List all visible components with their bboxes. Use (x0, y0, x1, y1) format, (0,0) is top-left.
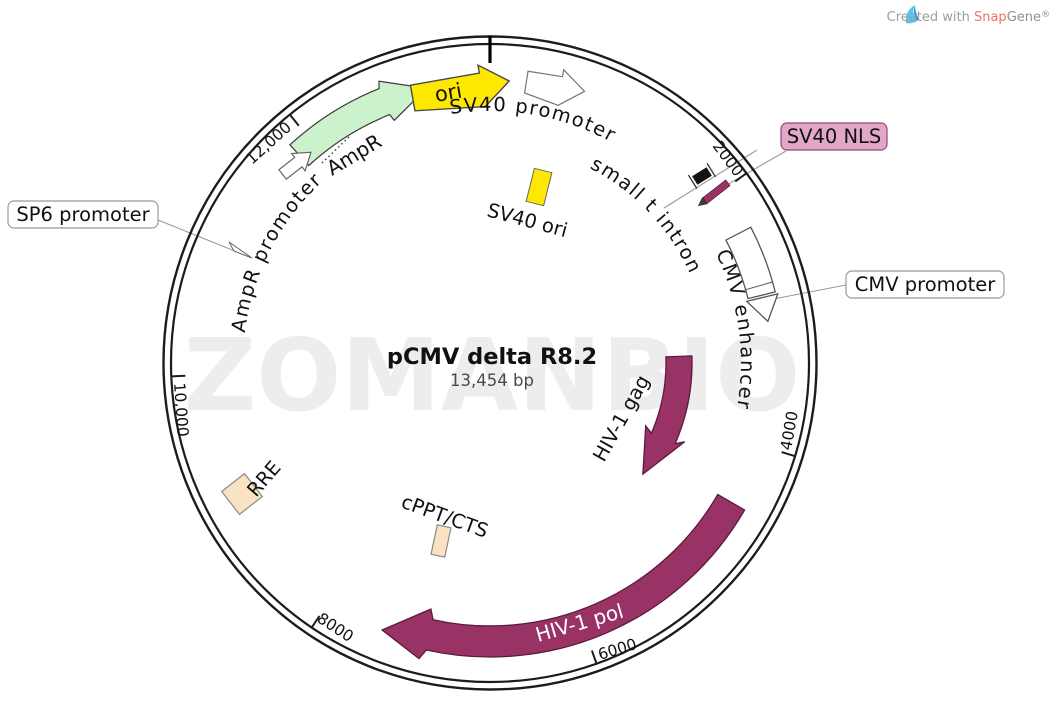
ampr-arrow (289, 80, 428, 167)
tick-8000 (310, 615, 321, 629)
sv40-nls-marker (697, 179, 731, 207)
small-t-intron-label: small t intron (587, 152, 707, 277)
credit-prefix: Created with (887, 10, 974, 25)
tick-label-12000: 12,000 (243, 118, 295, 168)
cmv-promoter-label-box: CMV promoter (845, 270, 1005, 299)
cmv-feature-divider (745, 281, 773, 291)
watermark-text: ZOMANBIO (184, 317, 801, 434)
credit-brand-gene: Gene (1007, 10, 1041, 25)
credit-registered-mark: ® (1041, 10, 1050, 20)
cmv-promoter-label: CMV promoter (855, 273, 996, 296)
sv40-ori-box (525, 167, 553, 207)
cppt-cts-box (430, 524, 452, 558)
ori-arrow: ori (409, 63, 511, 112)
tick-label-8000: 8000 (314, 609, 357, 646)
small-t-intron-marker (687, 163, 717, 189)
tick-label-10000: 10,000 (170, 382, 192, 437)
tick-12000 (289, 114, 300, 127)
hiv1-gag-arrow (642, 355, 693, 476)
ori-label: ori (433, 79, 464, 107)
tick-2000 (734, 172, 748, 183)
sv40-ori-label: SV40 ori (485, 199, 570, 242)
sp6-promoter-marker (228, 241, 253, 259)
small-t-intron-leader (663, 149, 758, 209)
small-t-intron-label-text: small t intron (587, 152, 705, 277)
sv40-nls-leader (724, 150, 787, 187)
snapgene-credit: Created with SnapGene® (887, 5, 1050, 25)
sp6-promoter-label: SP6 promoter (16, 203, 150, 226)
tick-6000 (590, 650, 598, 665)
sv40-nls-label-box: SV40 NLS (780, 122, 888, 151)
sp6-promoter-leader (157, 219, 248, 257)
plasmid-title: pCMV delta R8.2 (387, 344, 597, 370)
cmv-promoter-arrowhead (745, 292, 779, 323)
tick-4000 (781, 451, 796, 458)
hiv1-pol-arrow (380, 493, 746, 660)
sv40-promoter-label: SV40 promoter (448, 93, 620, 147)
sp6-promoter-label-box: SP6 promoter (7, 200, 159, 229)
sv40-nls-label: SV40 NLS (787, 125, 882, 148)
ampr-promoter-arrow (278, 151, 312, 181)
snapgene-logo-icon (905, 5, 917, 24)
cmv-enhancer-arrow (725, 226, 776, 300)
snapgene-logo-icon-accent (913, 5, 919, 21)
credit-brand-snap: Snap (974, 10, 1007, 25)
plasmid-length: 13,454 bp (450, 371, 534, 390)
ampr-truncation-dots (321, 135, 351, 164)
sv40-promoter-label-text: SV40 promoter (448, 93, 619, 147)
sv40-promoter-arrow (523, 68, 586, 106)
rre-box (220, 472, 264, 516)
credit-text: Created with SnapGene® (887, 10, 1050, 25)
tick-10000 (171, 374, 186, 378)
tick-label-2000: 2000 (709, 138, 747, 180)
tick-label-6000: 6000 (596, 635, 639, 664)
